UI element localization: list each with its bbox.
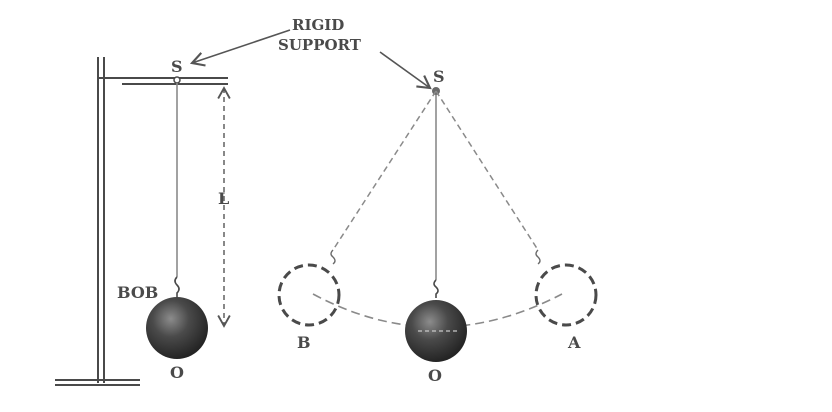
string-to-b <box>332 90 437 251</box>
left-bob <box>146 297 208 359</box>
rigid-support-arrow-left <box>189 29 291 67</box>
left-hook <box>174 276 180 297</box>
rigid-support-callout: RIGID SUPPORT <box>189 16 432 90</box>
right-support-label: S <box>433 67 445 86</box>
right-hook <box>433 279 439 298</box>
hook-a <box>535 249 541 265</box>
string-to-a <box>435 90 539 251</box>
left-support-label: S <box>171 57 183 76</box>
bob-position-b <box>277 263 341 327</box>
rigid-support-label-line2: SUPPORT <box>278 36 362 54</box>
right-pendulum: S B A O <box>277 67 598 385</box>
bob-label: BOB <box>117 283 158 302</box>
rigid-support-label-line1: RIGID <box>292 16 344 34</box>
left-suspension-point <box>173 76 181 84</box>
length-label: L <box>218 189 229 208</box>
hook-b <box>330 249 336 265</box>
extreme-a-label: A <box>567 333 581 352</box>
right-mean-position-label: O <box>428 366 442 385</box>
rigid-support-arrow-right <box>379 51 432 90</box>
extreme-b-label: B <box>297 333 311 352</box>
bob-position-a <box>534 263 598 327</box>
left-mean-position-label: O <box>170 363 184 382</box>
left-pendulum: S L BOB O <box>55 57 231 386</box>
